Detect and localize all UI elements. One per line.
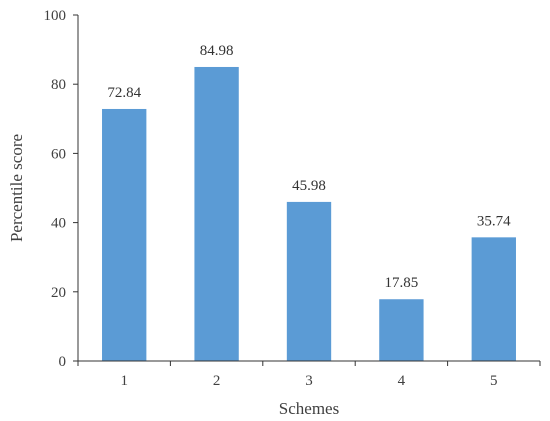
bar-value-label: 45.98 — [292, 178, 326, 194]
y-axis-ticks: 0 20 40 60 80 100 — [44, 8, 78, 370]
x-tick-label: 1 — [120, 373, 128, 389]
y-tick-label: 0 — [59, 354, 67, 370]
x-tick-label: 5 — [490, 373, 498, 389]
y-tick-label: 80 — [51, 77, 66, 93]
bar-value-label: 72.84 — [107, 85, 141, 101]
bar-scheme-4 — [379, 299, 424, 361]
y-tick-label: 100 — [44, 8, 67, 24]
x-axis-ticks: 1 2 3 4 5 — [77, 361, 541, 389]
x-tick-label: 2 — [213, 373, 221, 389]
bar-scheme-2 — [194, 66, 239, 361]
bars — [102, 66, 516, 361]
x-tick-label: 3 — [305, 373, 313, 389]
bar-value-label: 35.74 — [477, 213, 511, 229]
x-axis-title: Schemes — [279, 399, 339, 418]
y-tick-label: 20 — [51, 285, 66, 301]
bar-scheme-3 — [286, 201, 332, 361]
y-tick-label: 40 — [51, 216, 66, 232]
y-tick-label: 60 — [51, 146, 66, 162]
bar-value-label: 17.85 — [385, 275, 419, 291]
y-axis-title: Percentile score — [7, 134, 26, 242]
bar-scheme-5 — [471, 237, 516, 361]
bar-data-labels: 72.84 84.98 45.98 17.85 35.74 — [107, 43, 511, 291]
x-tick-label: 4 — [398, 373, 406, 389]
bar-scheme-1 — [102, 108, 147, 361]
bar-value-label: 84.98 — [200, 43, 234, 59]
